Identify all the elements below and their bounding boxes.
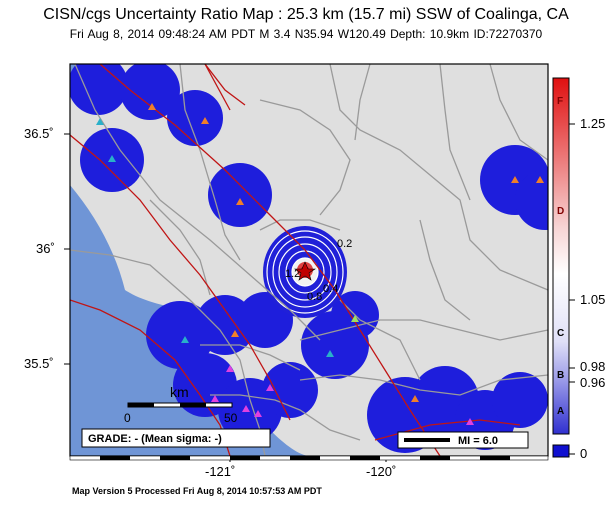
grade-label: GRADE: - (Mean sigma: -) — [88, 433, 222, 445]
roads — [70, 64, 548, 456]
grade-letter: F — [557, 96, 564, 107]
contour-label: 0.4 — [323, 283, 338, 295]
lat-tick-label: 36.5˚ — [24, 126, 54, 141]
event-subtitle: Fri Aug 8, 2014 09:48:24 AM PDT M 3.4 N3… — [69, 27, 543, 41]
colorbar-value: 1.05 — [580, 292, 606, 307]
lon-tick-label: -121˚ — [205, 464, 236, 479]
colorbar-value: 0 — [580, 446, 588, 461]
grade-letter: D — [557, 206, 565, 217]
scale-start: 0 — [124, 411, 131, 425]
colorbar — [552, 77, 575, 458]
processing-footer: Map Version 5 Processed Fri Aug 8, 2014 … — [72, 486, 322, 496]
contour-label: 1.2 — [285, 268, 300, 280]
lon-tick-label: -120˚ — [366, 464, 397, 479]
map-title: CISN/cgs Uncertainty Ratio Map : 25.3 km… — [43, 6, 569, 23]
colorbar-value: 0.98 — [580, 359, 606, 374]
contour-label: 0.2 — [337, 238, 352, 250]
map-frame — [69, 455, 549, 461]
scale-unit: km — [170, 384, 189, 400]
colorbar-value: 0.96 — [580, 375, 606, 390]
contour-labels: 0.2 1.2 0.8 0.4 — [285, 238, 352, 303]
mi-legend: MI = 6.0 — [397, 431, 529, 449]
lat-tick-label: 35.5˚ — [24, 356, 54, 371]
grade-letter: C — [557, 328, 565, 339]
scale-end: 50 — [224, 411, 238, 425]
contour-label: 0.8 — [307, 291, 322, 303]
grade-letter: B — [557, 370, 565, 381]
lat-tick-label: 36˚ — [36, 241, 55, 256]
mi-label: MI = 6.0 — [458, 435, 498, 447]
epicenter-star — [294, 261, 316, 281]
scale-bar: km 0 50 — [124, 384, 238, 425]
grade-box: GRADE: - (Mean sigma: -) — [81, 428, 271, 448]
colorbar-value: 1.25 — [580, 116, 606, 131]
fault-lines — [70, 64, 521, 456]
grade-letter: A — [557, 406, 565, 417]
